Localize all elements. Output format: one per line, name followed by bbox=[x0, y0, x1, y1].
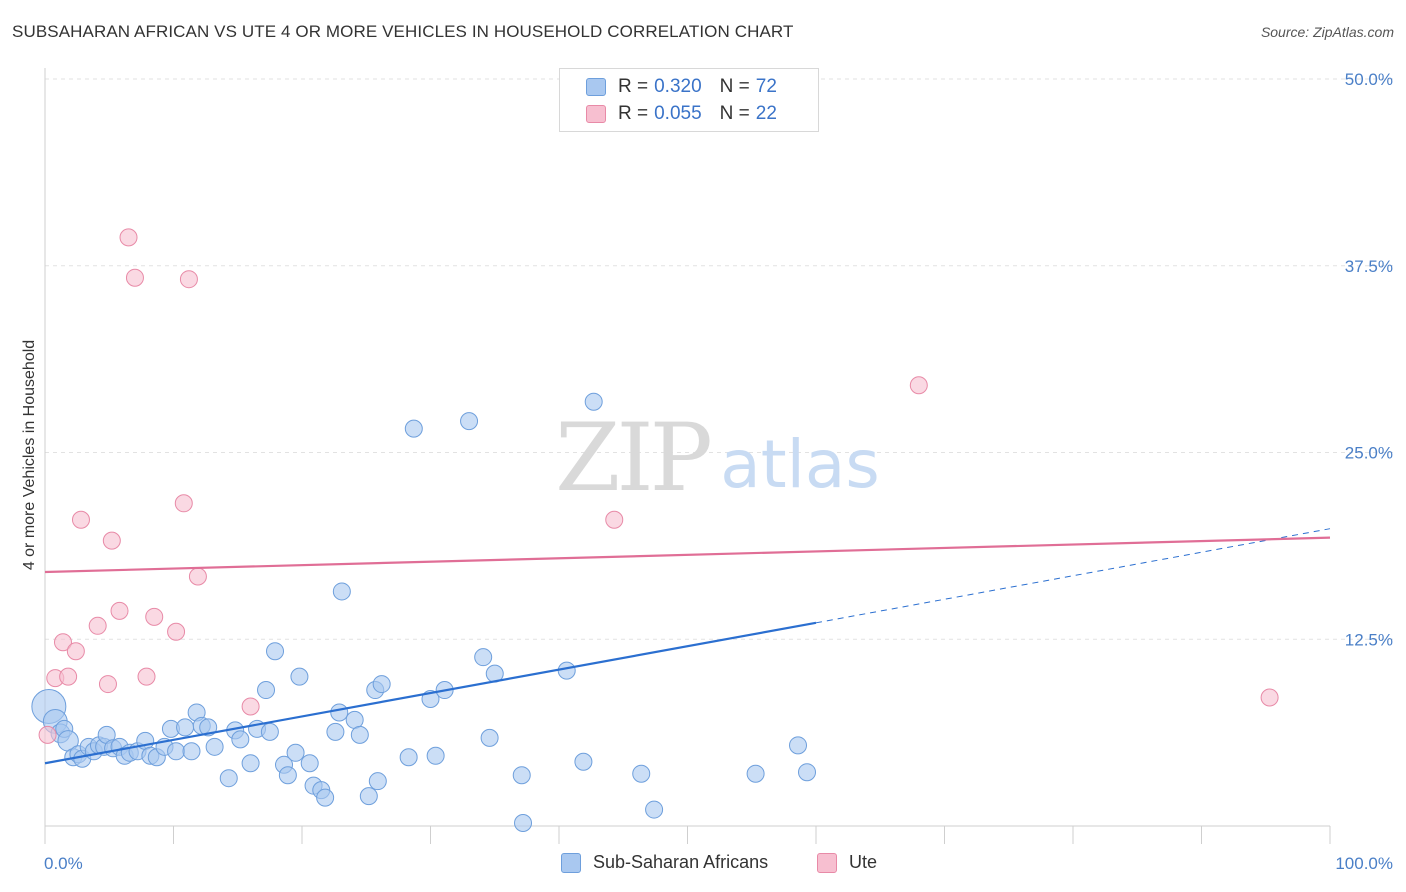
data-point-s1-18 bbox=[241, 697, 260, 716]
data-point-s1-5 bbox=[71, 510, 90, 529]
legend-swatch-ute bbox=[586, 105, 606, 123]
legend-n-value: 72 bbox=[755, 76, 777, 97]
data-point-s0-23 bbox=[167, 742, 186, 761]
legend-r-value: 0.055 bbox=[654, 103, 702, 124]
watermark-atlas: atlas bbox=[720, 426, 880, 503]
data-point-s0-29 bbox=[205, 737, 224, 756]
data-point-s1-14 bbox=[167, 622, 186, 641]
data-point-s1-19 bbox=[605, 510, 624, 529]
data-point-s1-3 bbox=[59, 667, 78, 686]
data-point-s0-70 bbox=[746, 764, 765, 783]
y-tick-label-3: 50.0% bbox=[1345, 70, 1393, 89]
data-point-s1-2 bbox=[53, 633, 72, 652]
data-point-s0-68 bbox=[574, 752, 593, 771]
data-point-s1-11 bbox=[125, 268, 144, 287]
data-point-s1-6 bbox=[88, 616, 107, 635]
data-points bbox=[31, 70, 1279, 833]
data-point-s0-24 bbox=[176, 718, 195, 737]
data-point-s0-39 bbox=[278, 766, 297, 785]
data-point-s1-12 bbox=[137, 667, 156, 686]
data-point-s0-67 bbox=[584, 392, 603, 411]
axes bbox=[44, 68, 1331, 844]
legend-r-label: R = bbox=[618, 103, 649, 124]
y-tick-label-0: 12.5% bbox=[1345, 630, 1393, 649]
data-point-s0-63 bbox=[480, 728, 499, 747]
data-point-s0-47 bbox=[330, 703, 349, 722]
trend-line-s1 bbox=[44, 536, 1331, 574]
chart-title: SUBSAHARAN AFRICAN VS UTE 4 OR MORE VEHI… bbox=[12, 22, 794, 41]
legend-n-label: N = bbox=[719, 76, 750, 97]
data-point-s1-13 bbox=[145, 607, 164, 626]
data-point-s0-32 bbox=[231, 730, 250, 749]
legend-n-label: N = bbox=[719, 103, 750, 124]
data-point-s0-37 bbox=[266, 642, 285, 661]
bottom-legend-swatch-subsaharan bbox=[561, 852, 581, 873]
data-point-s1-0 bbox=[38, 725, 57, 744]
data-point-s1-7 bbox=[98, 675, 117, 694]
legend-r-value: 0.320 bbox=[654, 76, 702, 97]
data-point-s0-49 bbox=[345, 710, 364, 729]
data-point-s0-36 bbox=[260, 722, 279, 741]
data-point-s0-35 bbox=[257, 681, 276, 700]
data-point-s0-55 bbox=[399, 748, 418, 767]
legend-swatch-subsaharan bbox=[586, 78, 606, 96]
data-point-s1-20 bbox=[909, 376, 928, 395]
source-label: Source: ZipAtlas.com bbox=[1260, 24, 1394, 40]
tick-labels: 12.5% 25.0% 37.5% 50.0% 0.0% 100.0% bbox=[44, 70, 1393, 873]
trend-line-s0 bbox=[44, 621, 817, 765]
data-point-s0-64 bbox=[512, 766, 531, 785]
data-point-s0-71 bbox=[789, 736, 808, 755]
data-point-s0-41 bbox=[290, 667, 309, 686]
data-point-s0-51 bbox=[359, 787, 378, 806]
legend-row-ute: R = 0.055 N = 22 bbox=[586, 102, 795, 126]
bottom-legend-label-ute: Ute bbox=[849, 852, 878, 872]
data-point-s0-25 bbox=[182, 742, 201, 761]
data-point-s0-30 bbox=[219, 769, 238, 788]
data-point-s1-21 bbox=[1260, 688, 1279, 707]
legend: R = 0.320 N = 72 R = 0.055 N = 22 bbox=[559, 68, 819, 132]
data-point-s0-61 bbox=[474, 648, 493, 667]
trend-extension-s0 bbox=[815, 528, 1331, 624]
data-point-s0-50 bbox=[350, 725, 369, 744]
y-tick-label-2: 37.5% bbox=[1345, 257, 1393, 276]
bottom-legend-label-subsaharan: Sub-Saharan Africans bbox=[593, 852, 769, 872]
data-point-s1-17 bbox=[188, 567, 207, 586]
data-point-s0-66 bbox=[514, 814, 533, 833]
legend-r-label: R = bbox=[618, 76, 649, 97]
data-point-s1-8 bbox=[102, 531, 121, 550]
data-point-s1-15 bbox=[174, 494, 193, 513]
data-point-s0-60 bbox=[460, 412, 479, 431]
data-point-s1-10 bbox=[119, 228, 138, 247]
watermark-zip: ZIP bbox=[555, 404, 709, 513]
data-point-s0-72 bbox=[798, 763, 817, 782]
bottom-legend-swatch-ute bbox=[817, 852, 837, 873]
data-point-s0-33 bbox=[241, 754, 260, 773]
data-point-s0-73 bbox=[632, 764, 651, 783]
legend-row-subsaharan: R = 0.320 N = 72 bbox=[586, 75, 795, 99]
data-point-s0-45 bbox=[316, 788, 335, 807]
data-point-s0-56 bbox=[404, 419, 423, 438]
data-point-s1-4 bbox=[66, 642, 85, 661]
legend-n-value: 22 bbox=[755, 103, 777, 124]
data-point-s0-54 bbox=[372, 675, 391, 694]
data-point-s0-40 bbox=[286, 743, 305, 762]
data-point-s0-65 bbox=[557, 661, 576, 680]
x-tick-label-0: 0.0% bbox=[44, 854, 83, 873]
trend-lines bbox=[44, 528, 1331, 765]
grid-lines bbox=[45, 78, 1395, 640]
data-point-s0-48 bbox=[332, 582, 351, 601]
data-point-s1-9 bbox=[110, 601, 129, 620]
data-point-s0-69 bbox=[645, 800, 664, 819]
data-point-s0-42 bbox=[300, 754, 319, 773]
bottom-legend-subsaharan: Sub-Saharan Africans bbox=[561, 852, 768, 873]
x-tick-label-1: 100.0% bbox=[1335, 854, 1393, 873]
data-point-s0-58 bbox=[426, 746, 445, 765]
data-point-s0-46 bbox=[326, 722, 345, 741]
watermark: ZIP atlas bbox=[555, 404, 880, 513]
bottom-legend-ute: Ute bbox=[817, 852, 877, 873]
data-point-s0-53 bbox=[368, 772, 387, 791]
y-tick-label-1: 25.0% bbox=[1345, 444, 1393, 463]
data-point-s1-16 bbox=[179, 270, 198, 289]
